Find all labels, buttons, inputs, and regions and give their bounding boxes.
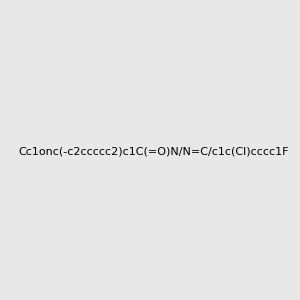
Text: Cc1onc(-c2ccccc2)c1C(=O)N/N=C/c1c(Cl)cccc1F: Cc1onc(-c2ccccc2)c1C(=O)N/N=C/c1c(Cl)ccc… (19, 146, 289, 157)
